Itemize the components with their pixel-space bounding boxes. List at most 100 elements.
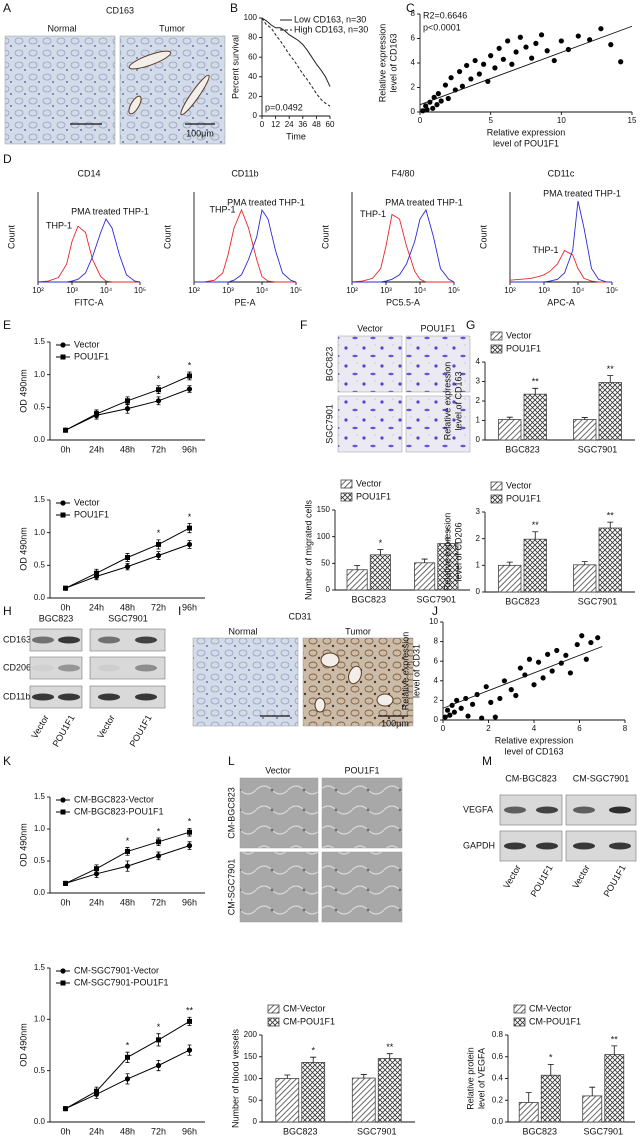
error-bar [444, 537, 451, 544]
bar [604, 1054, 625, 1123]
micrograph [239, 851, 319, 923]
y-tick-label: 100 [244, 1074, 258, 1083]
bar [598, 382, 622, 441]
x-axis-label: APC-A [547, 297, 575, 307]
x-tick-label: 24 [285, 120, 294, 129]
row-label: GAPDH [463, 840, 495, 850]
x-tick-label: 10⁴ [100, 286, 113, 295]
y-tick-label: 1.5 [34, 792, 46, 801]
significance: * [157, 374, 161, 384]
legend-label: Vector [74, 339, 100, 349]
bar [540, 1074, 561, 1123]
point [447, 712, 453, 718]
point [583, 656, 589, 662]
marker [125, 554, 130, 560]
error-bar [386, 1053, 393, 1059]
y-axis-label: Relative expression [442, 362, 452, 441]
column-label: Vector [265, 765, 291, 775]
y-tick-label: 0.4 [492, 1074, 504, 1083]
micrograph [337, 395, 403, 453]
series-line [261, 17, 331, 87]
blot-band [609, 806, 631, 814]
point [538, 32, 545, 38]
panel-label: A [3, 1, 11, 15]
x-tick-label: 10⁴ [572, 286, 585, 295]
y-axis-label: Count [6, 225, 16, 250]
y-tick-label: 0.0 [34, 1117, 46, 1126]
column-label: CM-SGC7901 [573, 773, 630, 783]
legend-label: POU1F1 [74, 351, 109, 361]
point [430, 105, 436, 111]
series-line [261, 17, 331, 107]
point [501, 678, 508, 684]
legend-swatch [490, 331, 503, 341]
point [492, 65, 498, 71]
significance: * [188, 817, 192, 827]
error-bar [421, 558, 428, 563]
row-label: CD206 [3, 662, 31, 672]
blot-band [536, 806, 558, 814]
column-label: Normal [228, 626, 257, 636]
x-tick-label: 4 [532, 724, 537, 733]
y-axis-label: OD 490nm [18, 369, 28, 413]
x-tick-label: 10² [346, 286, 358, 295]
point [442, 714, 448, 720]
x-tick-label: 0 [418, 116, 423, 125]
legend-swatch [490, 344, 503, 354]
blot-band [536, 842, 558, 850]
point [456, 68, 463, 75]
panel-label: L [228, 754, 235, 768]
point [531, 682, 537, 688]
legend-swatch [340, 479, 353, 489]
lane-label: Vector [95, 713, 116, 740]
x-tick-label: 10³ [66, 286, 78, 295]
marker [186, 843, 193, 849]
x-axis-label: PE-A [234, 297, 255, 307]
y-tick-label: 6 [411, 34, 416, 43]
y-axis-label: Number of migrated cells [303, 499, 313, 600]
vessel [180, 74, 210, 116]
panel-title: CD31 [288, 611, 311, 621]
vessel [376, 693, 394, 707]
x-tick-label: 0 [260, 120, 265, 129]
error-bar [506, 416, 513, 420]
y-tick-label: 150 [244, 1052, 258, 1061]
point [574, 641, 580, 648]
x-tick-label: SGC7901 [583, 1126, 623, 1136]
marker [63, 1106, 68, 1112]
blot-band [573, 842, 595, 850]
point [492, 714, 498, 720]
x-tick-label: 48h [120, 602, 135, 612]
legend-marker [60, 512, 66, 518]
curve-label: THP-1 [46, 221, 72, 231]
y-axis-label: OD 490nm [18, 1023, 28, 1067]
bar [498, 564, 522, 593]
point [496, 45, 502, 51]
marker [155, 398, 162, 404]
y-tick-label: 0.5 [34, 560, 46, 569]
curve-label: THP-1 [532, 245, 558, 255]
legend-label: CM-SGC7901-Vector [74, 965, 159, 975]
error-bar [354, 565, 361, 570]
y-axis-label: Percent survival [230, 35, 240, 99]
column-label: Normal [47, 23, 76, 33]
x-tick-label: 10³ [222, 286, 234, 295]
marker [124, 863, 131, 869]
point [479, 715, 485, 721]
significance: * [188, 512, 192, 522]
point [588, 639, 594, 646]
vessel [314, 697, 326, 713]
point [500, 56, 506, 62]
curve-label: THP-1 [210, 204, 236, 214]
marker [187, 373, 192, 379]
point [488, 53, 494, 59]
bar [523, 538, 547, 593]
curve-label: PMA treated THP-1 [385, 197, 463, 207]
column-label: Vector [357, 323, 383, 333]
point [549, 668, 555, 674]
y-tick-label: 10 [429, 617, 438, 626]
y-axis-label: Relative expression [377, 24, 387, 103]
column-label: Tumor [345, 626, 371, 636]
trend-line [442, 646, 603, 709]
marker [156, 1037, 161, 1043]
